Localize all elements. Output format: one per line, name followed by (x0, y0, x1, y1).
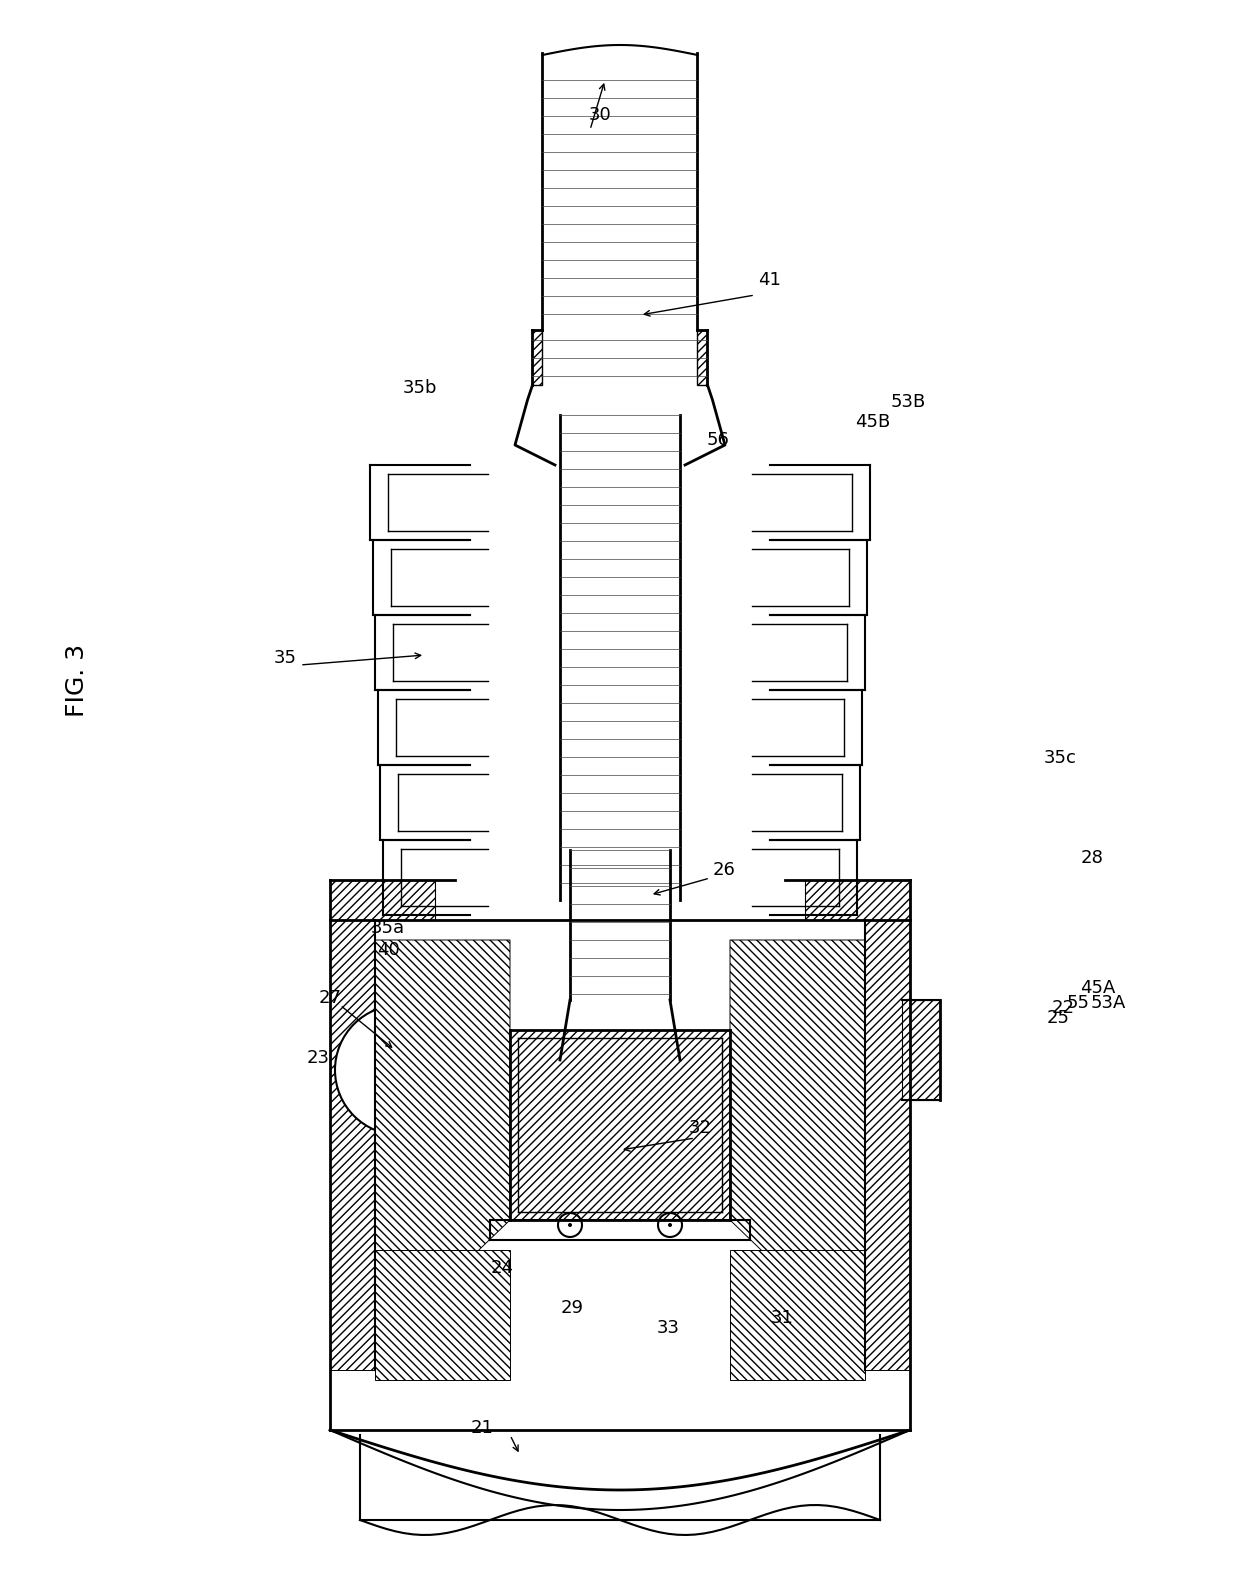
Text: FIG. 3: FIG. 3 (64, 644, 89, 717)
Polygon shape (866, 921, 910, 1371)
Polygon shape (697, 331, 708, 385)
Text: 31: 31 (770, 1309, 794, 1328)
Polygon shape (805, 879, 910, 921)
Text: 22: 22 (1052, 999, 1075, 1018)
Text: 32: 32 (688, 1119, 712, 1137)
Text: 28: 28 (1080, 849, 1104, 867)
Text: 25: 25 (1047, 1010, 1069, 1027)
Polygon shape (730, 1250, 866, 1380)
Text: 53B: 53B (890, 393, 925, 410)
Text: 53A: 53A (1090, 994, 1126, 1011)
Circle shape (668, 1223, 672, 1227)
Polygon shape (901, 1000, 940, 1100)
Text: 30: 30 (589, 107, 611, 124)
Polygon shape (330, 921, 374, 1371)
Text: 35: 35 (274, 649, 296, 666)
Text: 41: 41 (759, 270, 781, 289)
Text: 29: 29 (560, 1299, 584, 1317)
Polygon shape (532, 331, 542, 385)
Text: 33: 33 (656, 1320, 680, 1337)
Polygon shape (510, 1030, 730, 1220)
Polygon shape (730, 940, 866, 1350)
Text: 24: 24 (491, 1259, 513, 1277)
Text: 27: 27 (319, 989, 341, 1006)
Text: 35a: 35a (371, 919, 405, 937)
Text: 40: 40 (377, 941, 399, 959)
Text: 35b: 35b (403, 378, 438, 398)
Text: 56: 56 (707, 431, 729, 448)
Text: 35c: 35c (1044, 749, 1076, 766)
Text: 45A: 45A (1080, 979, 1116, 997)
Circle shape (568, 1223, 572, 1227)
Polygon shape (374, 1250, 510, 1380)
Text: 26: 26 (713, 862, 735, 879)
Text: 45B: 45B (856, 413, 890, 431)
Circle shape (335, 1005, 465, 1135)
Text: 23: 23 (306, 1049, 330, 1067)
Polygon shape (330, 879, 435, 921)
Text: 55: 55 (1066, 994, 1090, 1011)
Polygon shape (374, 940, 510, 1350)
Text: 21: 21 (470, 1418, 494, 1437)
